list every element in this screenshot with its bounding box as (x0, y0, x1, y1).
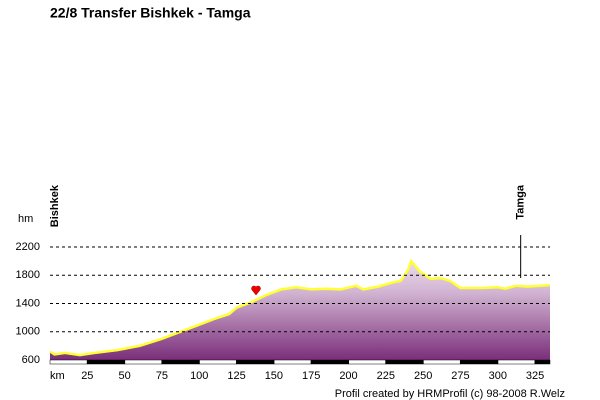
place-label: Tamga (515, 184, 527, 220)
x-tick-label: 175 (302, 370, 320, 382)
distance-band (422, 359, 461, 365)
place-label: Bishkek (49, 184, 61, 227)
x-axis-label: km (50, 370, 65, 382)
distance-band (310, 359, 349, 365)
distance-band (348, 359, 387, 365)
x-tick-label: 150 (265, 370, 283, 382)
distance-band (87, 359, 125, 365)
footer: Profil created by HRMProfil (c) 98-2008 … (335, 388, 565, 400)
y-tick-label: 1400 (16, 297, 40, 309)
x-tick-label: 125 (227, 370, 245, 382)
x-tick-label: 275 (451, 370, 469, 382)
x-tick-label: 100 (190, 370, 208, 382)
distance-band (385, 359, 424, 365)
x-tick-label: 50 (119, 370, 131, 382)
distance-band (273, 359, 312, 365)
y-tick-label: 1000 (16, 326, 40, 338)
distance-band (534, 359, 551, 365)
x-tick-label: 25 (81, 370, 93, 382)
distance-band (124, 359, 163, 365)
x-tick-label: 250 (414, 370, 432, 382)
y-axis-label: hm (18, 213, 33, 225)
chart-title: 22/8 Transfer Bishkek - Tamga (50, 5, 251, 21)
distance-band (49, 359, 88, 365)
profile-line (49, 258, 551, 357)
x-tick-label: 200 (339, 370, 357, 382)
distance-band (497, 359, 536, 365)
x-tick-label: 225 (377, 370, 395, 382)
y-tick-label: 2200 (16, 241, 40, 253)
area (50, 261, 550, 360)
y-tick-label: 600 (22, 354, 40, 366)
distance-band (199, 359, 237, 365)
x-tick-label: 75 (156, 370, 168, 382)
distance-band (460, 359, 499, 365)
distance-band (236, 359, 275, 365)
heart-icon (251, 285, 261, 296)
x-tick-label: 325 (526, 370, 544, 382)
distance-band (161, 359, 200, 365)
x-tick-label: 300 (489, 370, 507, 382)
y-tick-label: 1800 (16, 269, 40, 281)
